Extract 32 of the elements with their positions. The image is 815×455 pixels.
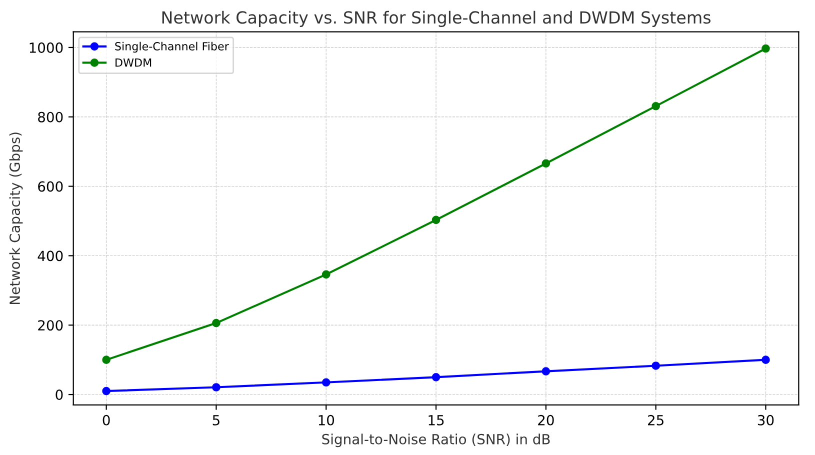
point [322, 378, 330, 387]
x-tick-label: 15 [428, 415, 444, 426]
point [322, 270, 330, 279]
y-tick-label: 400 [38, 250, 63, 262]
y-tick-label: 1000 [30, 42, 63, 53]
point [102, 356, 110, 364]
legend-label: Single-Channel Fiber [115, 42, 229, 53]
point [102, 386, 110, 396]
x-axis-title: Signal-to-Noise Ratio (SNR) in dB [322, 434, 550, 448]
x-tick-label: 0 [102, 414, 110, 426]
x-tick-label: 20 [538, 414, 554, 426]
point [212, 318, 220, 328]
y-tick-label: 800 [38, 112, 63, 122]
x-tick-label: 5 [212, 415, 220, 426]
point [542, 367, 550, 376]
y-tick-label: 600 [38, 181, 63, 192]
point [432, 216, 440, 224]
point [652, 362, 660, 370]
point [542, 159, 550, 168]
point [432, 373, 440, 382]
point [762, 356, 770, 364]
x-tick-label: 30 [758, 414, 774, 426]
point [212, 383, 220, 392]
x-tick-label: 25 [648, 414, 664, 426]
y-tick-label: 200 [38, 320, 63, 331]
y-tick-label: 0 [56, 390, 63, 400]
y-axis-title: Network Capacity (Gbps) [9, 132, 23, 304]
point [762, 44, 770, 53]
point [652, 102, 660, 110]
chart-title: Network Capacity vs. SNR for Single-Channel and DWDM Systems [162, 10, 711, 27]
x-tick-label: 10 [318, 414, 334, 426]
legend-label: DWDM [116, 58, 152, 67]
